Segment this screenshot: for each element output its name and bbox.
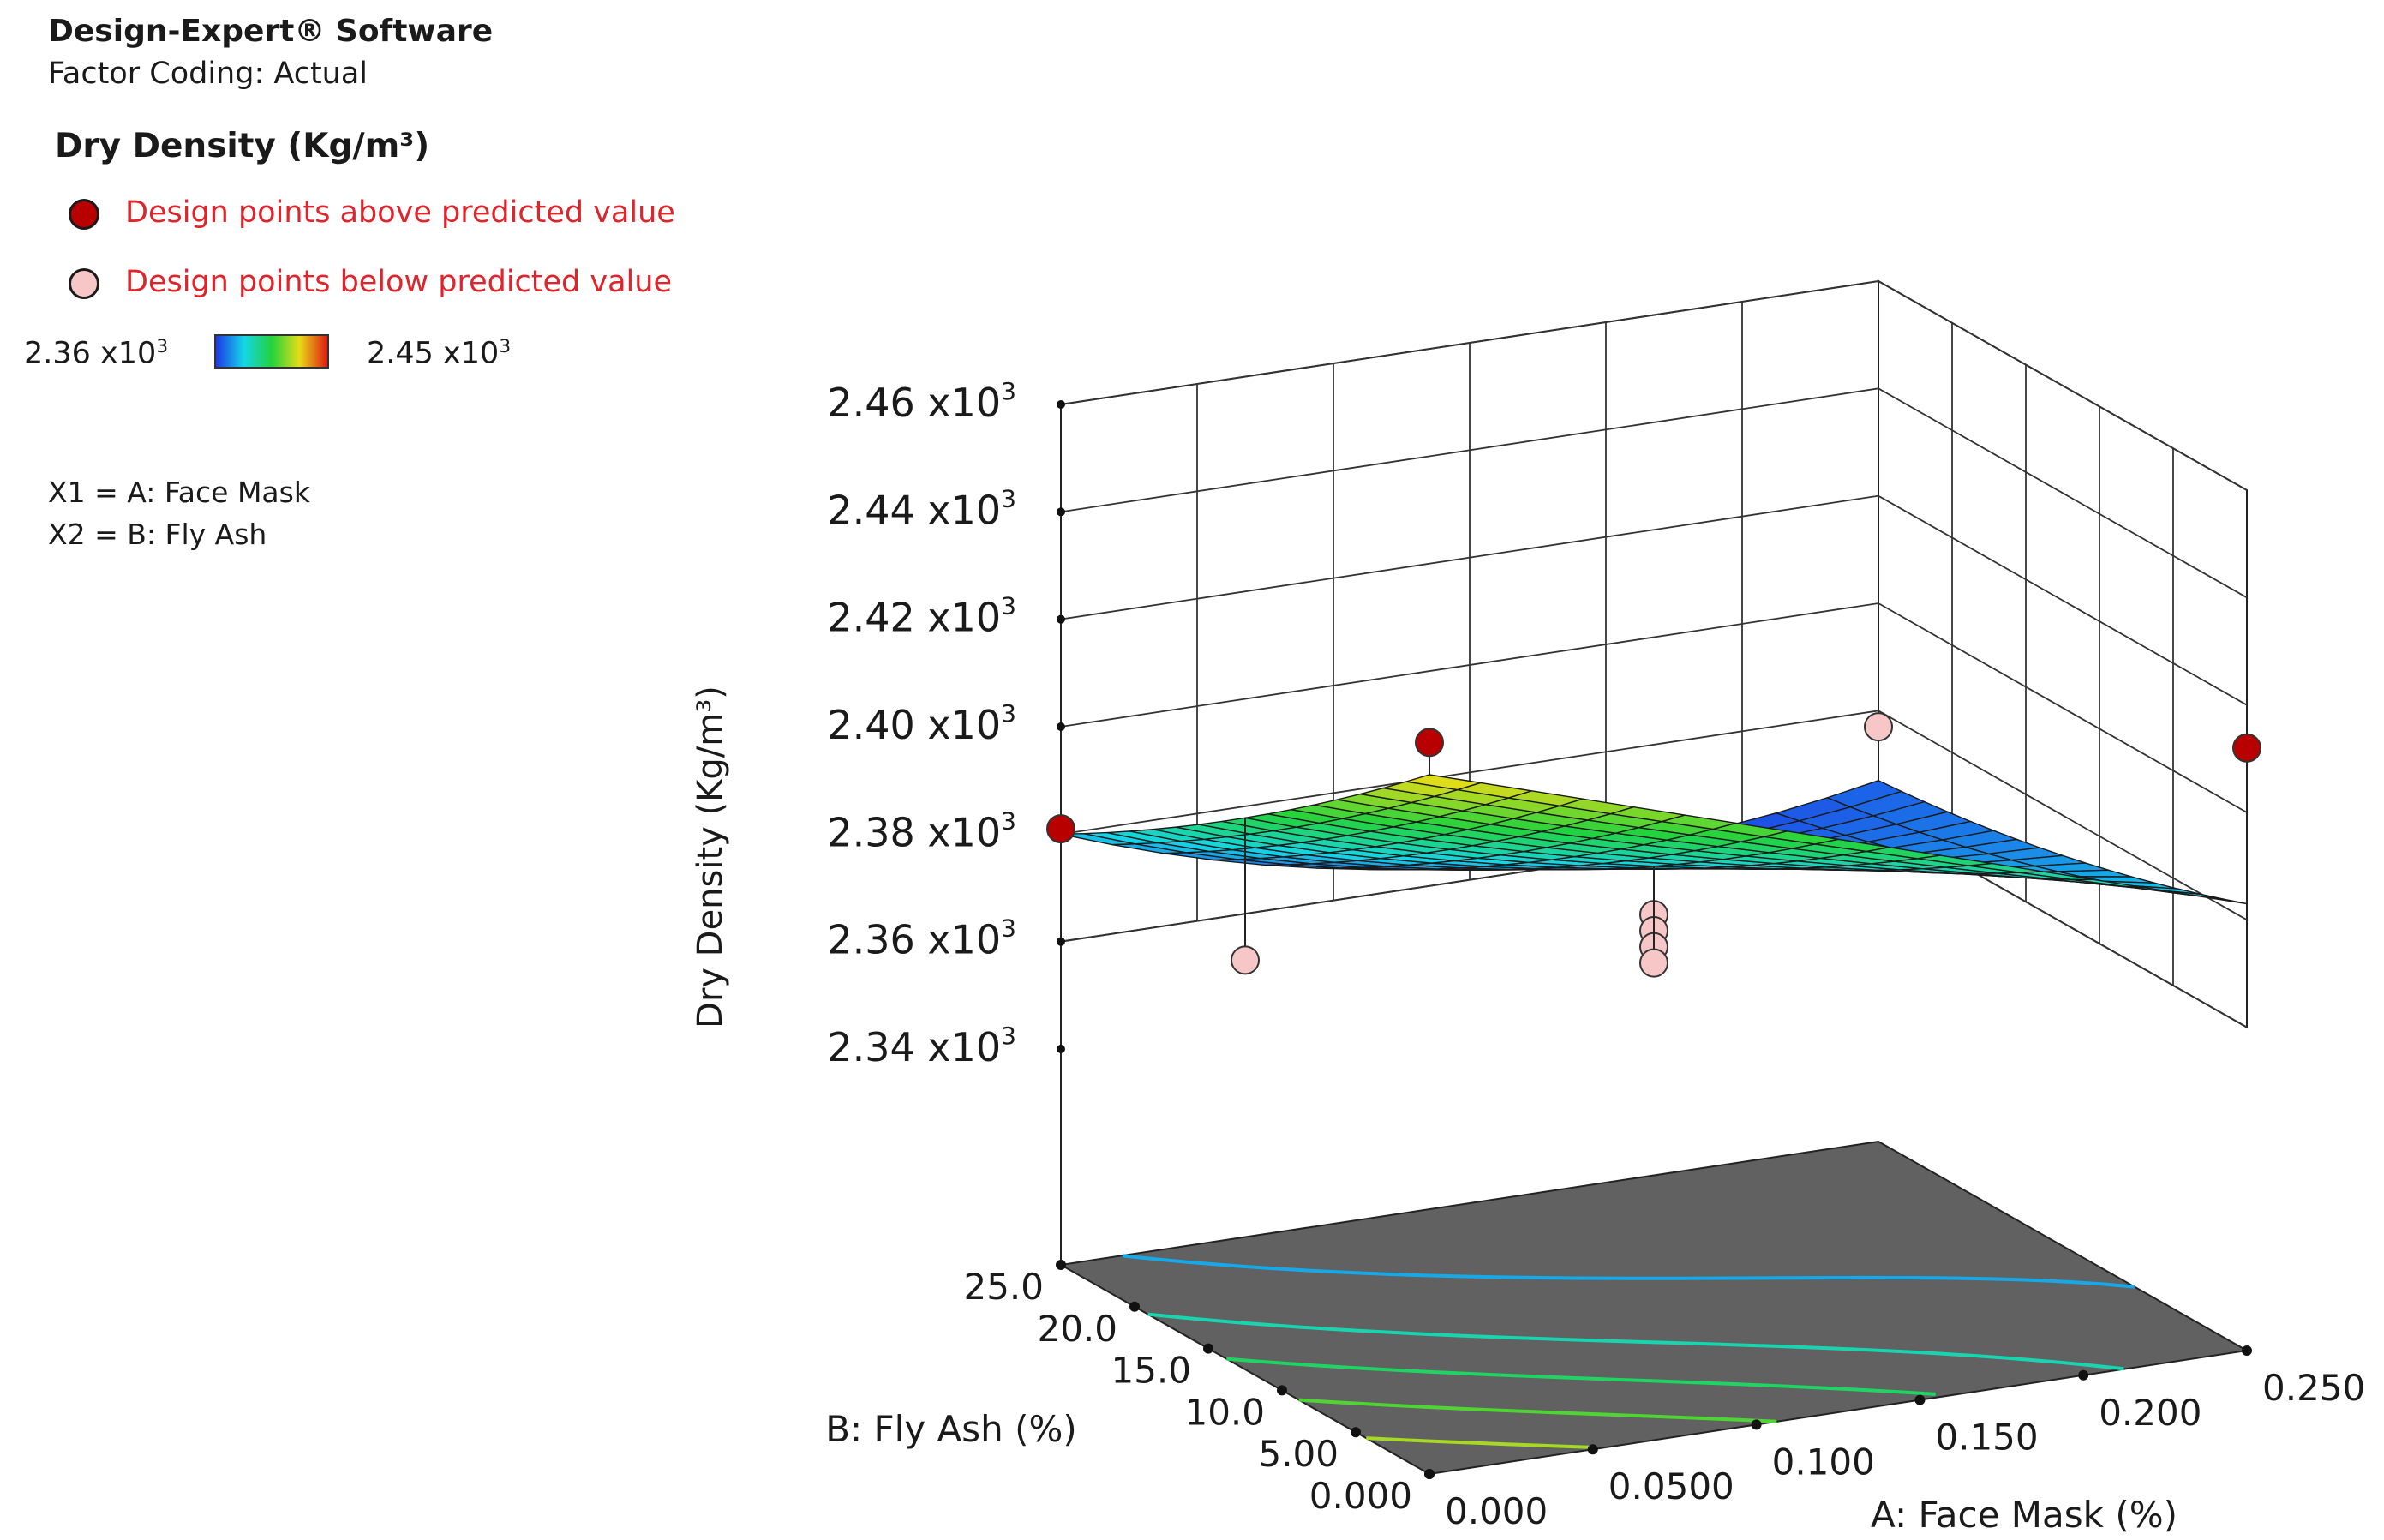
x-tick-mark	[1587, 1444, 1598, 1455]
grid-line	[1060, 710, 2248, 921]
z-tick-label: 2.46 x103	[827, 377, 1016, 426]
z-tick-mark	[1057, 507, 1065, 517]
y-axis-title: B: Fly Ash (%)	[825, 1408, 1077, 1450]
back-wall-right	[1878, 279, 2248, 1029]
grid-line	[1060, 494, 2248, 706]
design-point-above	[2232, 733, 2261, 763]
z-tick-label: 2.38 x103	[827, 806, 1016, 855]
y-tick-label: 20.0	[1037, 1308, 1117, 1350]
factor-coding: Factor Coding: Actual	[48, 57, 368, 91]
y-tick-mark	[1129, 1301, 1140, 1312]
y-tick-label: 25.0	[963, 1266, 1044, 1308]
y-tick-mark	[1056, 1260, 1066, 1270]
z-tick-label: 2.34 x103	[827, 1022, 1016, 1070]
z-tick-label: 2.40 x103	[827, 699, 1016, 748]
y-tick-mark	[1351, 1427, 1361, 1438]
contour-line	[1147, 1312, 2124, 1371]
x-tick-mark	[1751, 1419, 1762, 1430]
legend-below-label: Design points below predicted value	[125, 265, 672, 299]
x-tick-label: 0.200	[2099, 1392, 2201, 1434]
z-axis-title: Dry Density (Kg/m³)	[691, 686, 730, 1028]
z-tick-mark	[1057, 937, 1065, 946]
x-axis-title: A: Face Mask (%)	[1871, 1494, 2177, 1536]
contour-line	[1298, 1398, 1777, 1423]
design-point-below	[1639, 948, 1668, 978]
legend-above-label: Design points above predicted value	[125, 195, 675, 230]
x-tick-mark	[2078, 1369, 2089, 1381]
grid-line	[1060, 602, 2248, 813]
above-marker-icon	[69, 199, 99, 230]
z-tick-mark	[1057, 400, 1065, 409]
contour-line	[1366, 1436, 1590, 1449]
colorbar	[214, 334, 329, 369]
x-tick-label: 0.250	[2262, 1367, 2365, 1409]
colorbar-min-label: 2.36 x103	[24, 336, 169, 371]
z-tick-label: 2.42 x103	[827, 592, 1016, 641]
y-tick-label: 5.00	[1258, 1433, 1339, 1475]
x-tick-label: 0.150	[1935, 1417, 2038, 1459]
y-tick-mark	[1277, 1385, 1287, 1396]
floor-plane	[1057, 1140, 2250, 1476]
surface-cell	[1405, 774, 1481, 791]
x-tick-mark	[1914, 1394, 1926, 1405]
z-tick-mark	[1057, 614, 1065, 624]
factor-x2-label: X2 = B: Fly Ash	[48, 518, 267, 551]
design-point-above	[1046, 814, 1075, 844]
factor-x1-label: X1 = A: Face Mask	[48, 476, 310, 509]
x-tick-label: 0.0500	[1608, 1465, 1734, 1507]
y-tick-mark	[1424, 1469, 1435, 1479]
colorbar-max-label: 2.45 x103	[367, 336, 512, 371]
y-tick-label: 0.000	[1309, 1475, 1412, 1517]
response-title: Dry Density (Kg/m³)	[55, 127, 430, 165]
contour-line	[1226, 1357, 1936, 1396]
legend-panel: Design-Expert® Software Factor Coding: A…	[0, 0, 771, 600]
contour-line	[1122, 1254, 2135, 1289]
x-tick-label: 0.000	[1445, 1490, 1548, 1532]
grid-line	[1060, 280, 2248, 491]
software-title: Design-Expert® Software	[48, 14, 494, 49]
below-marker-icon	[69, 268, 99, 299]
design-point-below	[1231, 945, 1260, 975]
grid-line	[1060, 387, 2248, 599]
z-tick-label: 2.36 x103	[827, 914, 1016, 963]
x-tick-mark	[2242, 1345, 2252, 1356]
y-tick-mark	[1203, 1343, 1213, 1354]
design-point-above	[1415, 728, 1444, 758]
x-tick-label: 0.100	[1772, 1441, 1875, 1483]
design-point-below	[1864, 712, 1893, 742]
z-tick-label: 2.44 x103	[827, 484, 1016, 533]
z-tick-mark	[1057, 1045, 1065, 1053]
z-tick-mark	[1057, 722, 1065, 731]
y-tick-label: 10.0	[1184, 1391, 1265, 1433]
y-tick-label: 15.0	[1111, 1350, 1191, 1392]
